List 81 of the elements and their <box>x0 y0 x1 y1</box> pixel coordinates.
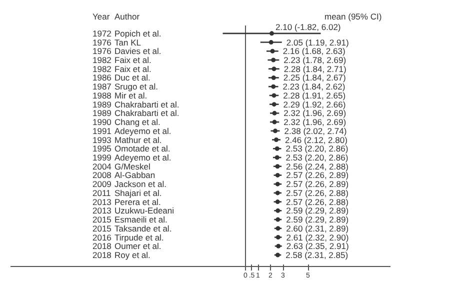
y-tick-label: Chakrabarti et al. <box>114 108 180 118</box>
y-tick-label: Oumer et al. <box>114 241 162 252</box>
annotation: 1972 <box>92 28 112 38</box>
data-label: 2.32 (1.96, 2.69) <box>284 108 346 118</box>
annotation: 1999 <box>92 152 112 162</box>
data-label: 2.23 (1.84, 2.62) <box>282 82 346 92</box>
y-tick-label: Davies et al. <box>114 46 162 56</box>
data-label: 2.38 (2.02, 2.74) <box>284 126 347 136</box>
annotation: 2013 <box>92 206 112 216</box>
annotation: 1987 <box>92 82 112 92</box>
y-tick-label: Taksande et al. <box>114 223 172 234</box>
data-label: 2.56 (2.24, 2.88) <box>286 161 349 172</box>
y-tick-label: Duc et al. <box>114 72 150 83</box>
y-tick-label: Adeyemo et al. <box>114 152 172 162</box>
annotation: 1976 <box>92 37 112 48</box>
data-label: 2.61 (2.32, 2.90) <box>286 232 349 242</box>
data-label: 2.60 (2.31, 2.89) <box>286 223 349 234</box>
y-tick-label: Mir et al. <box>114 90 148 100</box>
annotation: 1982 <box>92 55 112 66</box>
y-tick-label: Faix et al. <box>114 55 152 66</box>
annotation: 1995 <box>92 144 112 154</box>
annotation: 1988 <box>92 90 112 100</box>
annotation: 2009 <box>92 179 112 190</box>
y-tick-label: Omotade et al. <box>114 144 170 154</box>
data-label: 2.23 (1.78, 2.69) <box>284 55 346 66</box>
annotation: 1989 <box>92 108 112 118</box>
data-label: 2.63 (2.35, 2.91) <box>286 241 349 252</box>
annotation: 1990 <box>92 117 112 128</box>
annotation: 2016 <box>92 232 112 242</box>
y-tick-label: Adeyemo et al. <box>114 126 172 136</box>
annotation: 1989 <box>92 99 112 110</box>
data-label: 2.46 (2.12, 2.80) <box>285 134 348 145</box>
y-tick-label: Faix et al. <box>114 64 152 74</box>
annotation: 1976 <box>92 46 112 56</box>
y-tick-label: Tirpude et al. <box>114 232 164 242</box>
data-label: 2.57 (2.26, 2.88) <box>286 196 349 207</box>
annotation: 2018 <box>92 250 112 260</box>
annotation: 1991 <box>92 126 112 136</box>
data-label: 2.53 (2.20, 2.86) <box>286 144 348 154</box>
y-tick-label: Al-Gabban <box>114 170 156 180</box>
text: Year <box>92 12 110 22</box>
annotation: 2011 <box>92 188 112 198</box>
data-label: 2.05 (1.19, 2.91) <box>286 37 349 48</box>
y-tick-label: Jackson et al. <box>114 179 166 190</box>
data-label: 2.57 (2.26, 2.89) <box>286 179 349 190</box>
data-label: 2.25 (1.84, 2.67) <box>283 72 346 83</box>
data-label: 2.57 (2.26, 2.89) <box>286 170 349 180</box>
annotation: 2015 <box>92 223 112 234</box>
data-label: 2.53 (2.20, 2.86) <box>286 152 348 162</box>
y-tick-label: Roy et al. <box>114 250 150 260</box>
y-tick-label: Popich et al. <box>114 28 162 38</box>
y-tick-label: Mathur et al. <box>114 134 162 145</box>
annotation: 2013 <box>92 196 112 207</box>
y-tick-label: Uzukwu-Edeani <box>114 206 174 216</box>
data-label: 2.59 (2.29, 2.89) <box>286 206 349 216</box>
annotation: 2015 <box>92 214 112 225</box>
data-label: 2.59 (2.29, 2.89) <box>286 214 349 225</box>
y-tick-label: Srugo et al. <box>114 82 158 92</box>
annotation: 1982 <box>92 64 112 74</box>
y-tick-label: G/Meskel <box>114 161 151 172</box>
annotation: 1986 <box>92 72 112 83</box>
data-label: 2.29 (1.92, 2.66) <box>283 99 346 110</box>
y-tick-label: Chakrabarti et al. <box>114 99 180 110</box>
y-tick-label: Shajari et al. <box>114 188 162 198</box>
data-label: 2.28 (1.91, 2.65) <box>283 90 346 100</box>
text: mean (95% CI) <box>324 12 382 22</box>
annotation: 1993 <box>92 134 112 145</box>
annotation: 2004 <box>92 161 112 172</box>
data-label: 2.16 (1.68, 2.63) <box>282 46 346 56</box>
data-label: 2.28 (1.84, 2.71) <box>284 64 346 74</box>
data-label: 2.32 (1.96, 2.69) <box>284 117 346 128</box>
annotation: 2008 <box>92 170 112 180</box>
y-axis-title: Author <box>114 12 140 22</box>
y-tick-label: Perera et al. <box>114 196 161 207</box>
y-tick-label: Chang et al. <box>114 117 160 128</box>
y-tick-label: Esmaeili et al. <box>114 214 168 225</box>
annotation: 2018 <box>92 241 112 252</box>
y-tick-label: Tan KL <box>114 37 142 48</box>
data-label: 2.57 (2.26, 2.88) <box>286 188 349 198</box>
data-label: 2.58 (2.31, 2.85) <box>286 250 348 260</box>
data-label: 2.10 (-1.82, 6.02) <box>276 22 341 32</box>
